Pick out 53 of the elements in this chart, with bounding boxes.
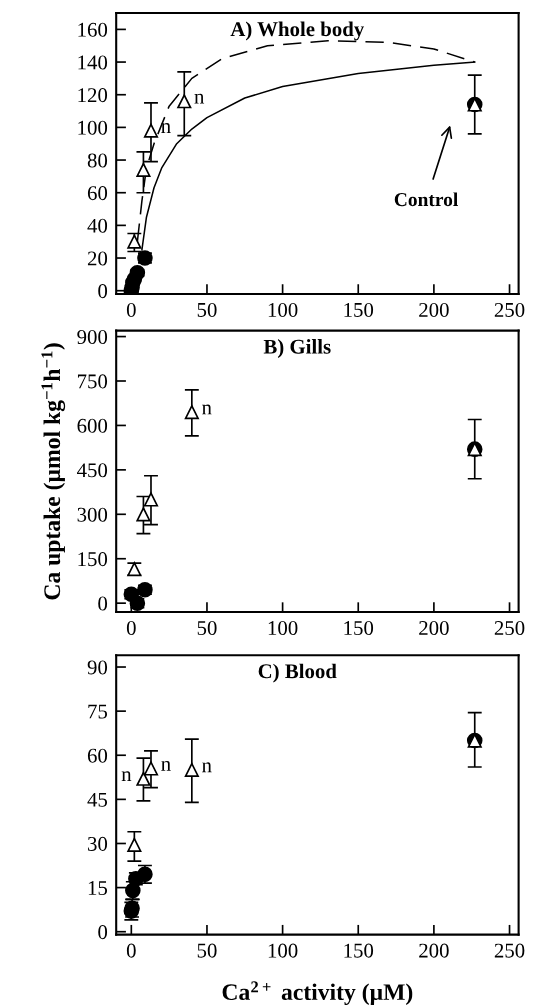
y-tick-label: 20 <box>87 251 108 266</box>
x-tick-label: 200 <box>419 620 449 636</box>
x-tick-label: 150 <box>344 302 374 317</box>
x-tick-label: 200 <box>419 302 449 317</box>
y-tick-label: 900 <box>77 329 108 344</box>
x-tick-label: 50 <box>197 943 217 958</box>
x-tick-label: 100 <box>268 943 298 958</box>
y-tick-label: 60 <box>87 748 108 763</box>
x-axis-title: Ca$^{2+}$ activity (µM) <box>222 981 413 1005</box>
x-tick-label: 50 <box>197 620 217 636</box>
x-tick-label: 250 <box>494 620 525 636</box>
y-tick-label: 0 <box>98 284 108 299</box>
y-tick-label: 300 <box>77 507 108 522</box>
annotation: Control <box>394 192 458 207</box>
y-tick-label: 140 <box>78 55 108 70</box>
annotation: n <box>121 771 132 782</box>
y-tick-label: 30 <box>88 836 108 851</box>
x-tick-label: 250 <box>494 943 525 958</box>
y-tick-label: 40 <box>87 218 108 233</box>
x-tick-label: 50 <box>197 302 217 317</box>
x-tick-label: 0 <box>126 302 136 317</box>
x-tick-label: 200 <box>419 943 449 958</box>
y-tick-label: 15 <box>88 881 108 896</box>
y-tick-label: 80 <box>87 153 108 168</box>
x-tick-label: 250 <box>494 302 525 317</box>
chart-title: C) Blood <box>258 663 337 683</box>
y-tick-label: 45 <box>87 792 108 807</box>
y-axis-title: Ca uptake (µmol kg$^{−1}$h$^{−1}$) <box>41 343 66 600</box>
y-tick-label: 0 <box>98 596 108 611</box>
y-tick-label: 160 <box>78 22 108 37</box>
x-tick-label: 100 <box>268 302 298 317</box>
annotation: n <box>194 93 205 104</box>
chart-title: A) Whole body <box>230 21 365 41</box>
x-tick-label: 150 <box>344 943 374 958</box>
x-tick-label: 100 <box>268 620 298 636</box>
x-tick-label: 0 <box>126 620 136 636</box>
y-tick-label: 750 <box>77 374 108 389</box>
annotation: n <box>202 404 212 415</box>
y-tick-label: 120 <box>78 88 108 103</box>
annotation: n <box>161 760 171 771</box>
y-tick-label: 75 <box>88 704 108 719</box>
y-tick-label: 0 <box>98 925 108 940</box>
x-tick-label: 150 <box>344 620 374 636</box>
x-tick-label: 0 <box>126 943 136 958</box>
y-tick-label: 60 <box>87 186 108 201</box>
annotation: n <box>202 762 212 773</box>
y-tick-label: 450 <box>77 463 108 478</box>
y-tick-label: 90 <box>87 660 108 675</box>
chart-title: B) Gills <box>263 339 331 358</box>
y-tick-label: 600 <box>77 418 108 433</box>
annotation: n <box>161 123 171 133</box>
y-tick-label: 100 <box>78 120 108 135</box>
y-tick-label: 150 <box>78 552 108 567</box>
